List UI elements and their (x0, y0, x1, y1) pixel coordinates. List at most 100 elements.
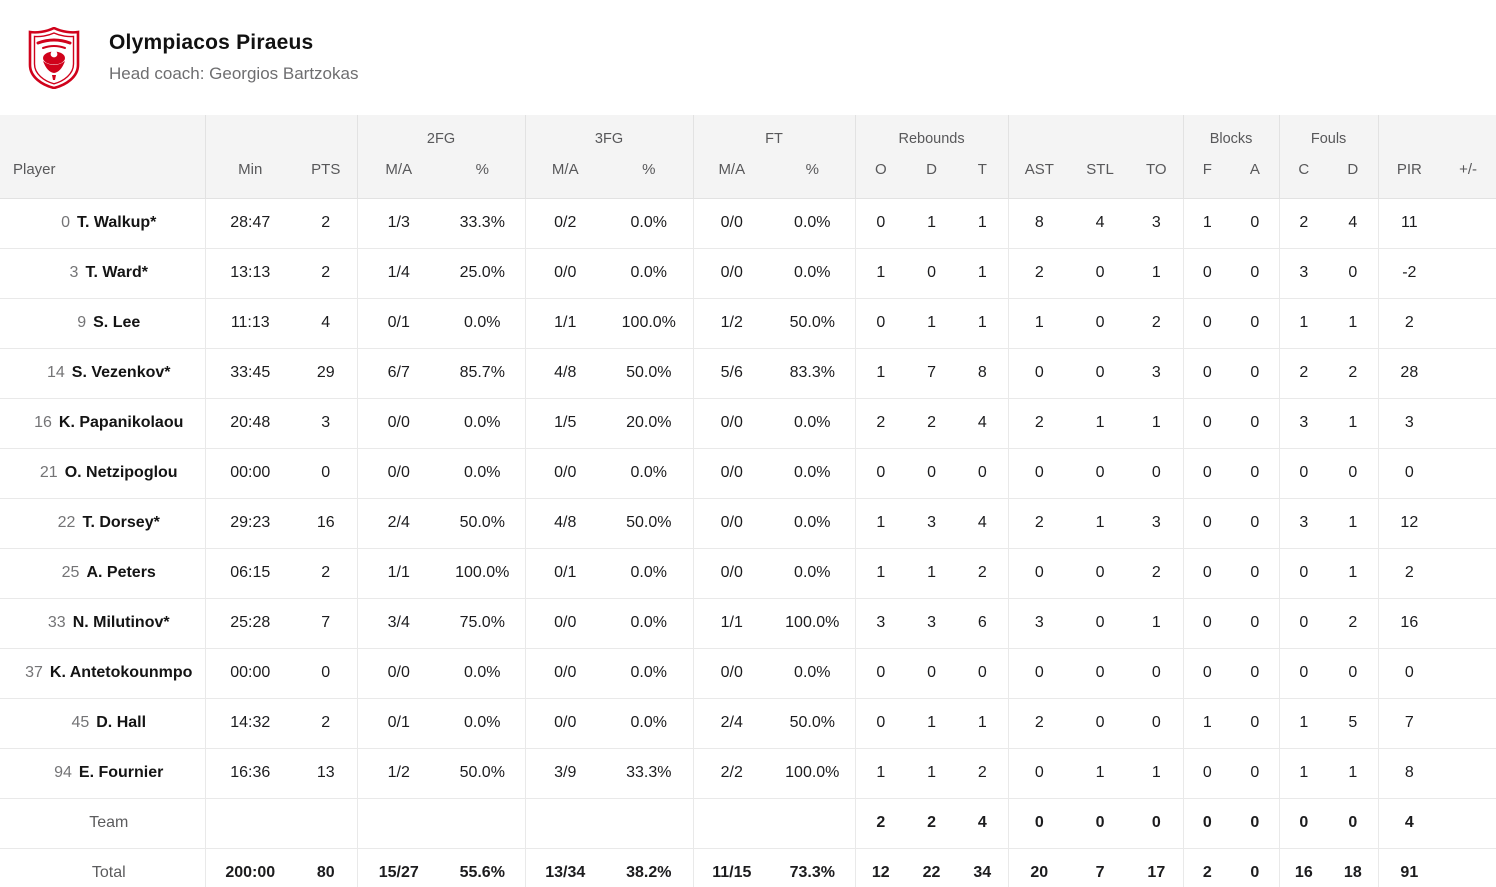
reb-o-cell: 2 (854, 398, 907, 448)
min-cell: 25:28 (204, 598, 295, 648)
player-name[interactable]: K. Antetokounmpo (49, 664, 193, 681)
to-cell: 0 (1151, 814, 1161, 831)
ft-pct-cell: 100.0% (785, 764, 840, 781)
player-number: 3 (69, 264, 79, 281)
pts-cell: 29 (316, 364, 335, 381)
blk-f-cell: 1 (1182, 198, 1232, 248)
player-name[interactable]: T. Ward* (85, 264, 148, 281)
ast-cell: 8 (1007, 198, 1071, 248)
to-cell: 3 (1151, 364, 1161, 381)
min-cell: 29:23 (204, 498, 295, 548)
player-name[interactable]: K. Papanikolaou (58, 414, 184, 431)
stl-cell: 0 (1095, 664, 1105, 681)
pir-cell: 2 (1377, 548, 1441, 598)
pts-cell: 0 (321, 664, 331, 681)
foul-c-cell: 0 (1278, 798, 1329, 848)
ft-pct-cell: 100.0% (785, 614, 840, 631)
to-cell: 1 (1151, 764, 1161, 781)
fg3-pct-cell: 100.0% (621, 314, 676, 331)
player-row: 9 S. Lee 11:13 4 0/1 0.0% 1/1 100.0% 1/2 50.0% 0 1 1… (0, 298, 1496, 348)
ast-cell: 0 (1007, 798, 1071, 848)
fg2-ma-cell: 1/4 (356, 248, 440, 298)
player-name[interactable]: D. Hall (96, 714, 147, 731)
player-name[interactable]: O. Netzipoglou (64, 464, 178, 481)
col-pts: PTS (311, 160, 341, 178)
col-blk-a: A (1249, 160, 1260, 178)
blk-f-cell: 2 (1182, 848, 1232, 887)
col-ast: AST (1007, 153, 1071, 198)
col-reb-o: O (854, 153, 907, 198)
foul-c-cell: 16 (1278, 848, 1329, 887)
reb-d-cell: 1 (927, 214, 936, 231)
blk-f-cell: 0 (1182, 298, 1232, 348)
pir-cell: 12 (1377, 498, 1441, 548)
pts-cell: 2 (321, 564, 331, 581)
team-name: Olympiacos Piraeus (109, 31, 314, 54)
stl-cell: 0 (1095, 314, 1105, 331)
pir-cell: 4 (1377, 798, 1441, 848)
player-row: 16 K. Papanikolaou 20:48 3 0/0 0.0% 1/5 20.0% 0/… (0, 398, 1496, 448)
fg2-pct-cell: 0.0% (464, 464, 501, 481)
to-cell: 0 (1151, 664, 1161, 681)
ft-ma-cell: 2/2 (692, 748, 771, 798)
player-name[interactable]: N. Milutinov* (72, 614, 170, 631)
fg2-ma-cell: 15/27 (356, 848, 440, 887)
fg2-ma-cell: 3/4 (356, 598, 440, 648)
player-row: 3 T. Ward* 13:13 2 1/4 25.0% 0/0 0.0% 0/0 0.0% 1 0 1… (0, 248, 1496, 298)
ast-cell: 0 (1007, 548, 1071, 598)
player-name[interactable]: T. Dorsey* (82, 514, 160, 531)
group-3fg: 3FG (524, 115, 694, 153)
pir-cell: 7 (1377, 698, 1441, 748)
fg3-pct-cell (605, 798, 693, 848)
plus-minus-cell (1440, 748, 1496, 798)
foul-d-cell: 1 (1348, 414, 1358, 431)
ast-cell: 2 (1007, 498, 1071, 548)
fg2-pct-cell: 0.0% (464, 714, 501, 731)
fg3-ma-cell: 0/2 (524, 198, 606, 248)
plus-minus-cell (1440, 598, 1496, 648)
header-group-row: 2FG 3FG FT Rebounds Blocks Fouls (0, 115, 1496, 153)
player-number: 94 (54, 764, 72, 781)
player-name[interactable]: A. Peters (86, 564, 156, 581)
pts-cell: 13 (316, 764, 335, 781)
pir-cell: 16 (1377, 598, 1441, 648)
player-cell: 94 E. Fournier (0, 748, 205, 798)
team-logo olympiacos-crest-icon (28, 26, 80, 89)
ft-ma-cell: 0/0 (692, 498, 771, 548)
blk-a-cell: 0 (1250, 264, 1260, 281)
stl-cell: 0 (1095, 364, 1105, 381)
pir-cell: 2 (1377, 298, 1441, 348)
stl-cell: 4 (1095, 214, 1105, 231)
plus-minus-cell (1440, 798, 1496, 848)
ft-ma-cell: 0/0 (692, 448, 771, 498)
fg3-pct-cell: 0.0% (630, 614, 667, 631)
fg2-pct-cell: 50.0% (459, 764, 505, 781)
foul-d-cell: 18 (1343, 864, 1362, 882)
stl-cell: 1 (1095, 514, 1105, 531)
reb-t-cell: 4 (977, 414, 987, 431)
player-name[interactable]: E. Fournier (78, 764, 164, 781)
player-cell: 25 A. Peters (0, 548, 205, 598)
fg3-pct-cell: 0.0% (630, 664, 667, 681)
player-name[interactable]: S. Lee (93, 314, 141, 331)
player-row: 14 S. Vezenkov* 33:45 29 6/7 85.7% 4/8 50.0% 5/6… (0, 348, 1496, 398)
group-spacer (1377, 115, 1496, 153)
col-ft-pct: % (805, 160, 819, 178)
fg3-pct-cell: 0.0% (630, 714, 667, 731)
min-cell: 13:13 (204, 248, 295, 298)
ft-ma-cell: 0/0 (692, 548, 771, 598)
reb-t-cell: 0 (977, 664, 987, 681)
table-body: 0 T. Walkup* 28:47 2 1/3 33.3% 0/2 0.0% 0/0 0.0% 0… (0, 198, 1496, 887)
player-name[interactable]: S. Vezenkov* (71, 364, 171, 381)
foul-c-cell: 0 (1278, 548, 1329, 598)
ft-pct-cell: 0.0% (794, 664, 831, 681)
player-number: 25 (61, 564, 80, 581)
to-cell: 2 (1151, 314, 1161, 331)
min-cell: 00:00 (204, 448, 295, 498)
fg3-pct-cell: 33.3% (626, 764, 672, 781)
fg3-ma-cell: 0/0 (524, 248, 606, 298)
fg3-ma-cell (524, 798, 606, 848)
box-score-table: 2FG 3FG FT Rebounds Blocks Fouls Player … (0, 115, 1496, 887)
player-name[interactable]: T. Walkup* (76, 214, 157, 231)
plus-minus-cell (1440, 448, 1496, 498)
